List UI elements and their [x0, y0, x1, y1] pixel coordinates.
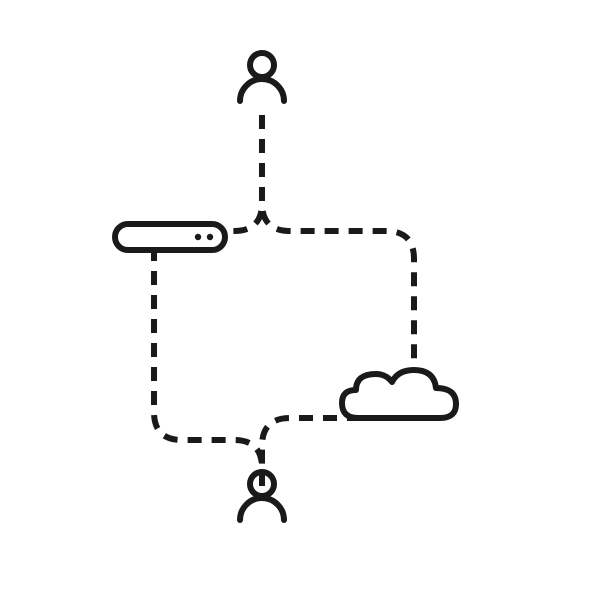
diagram-background: [0, 0, 600, 600]
server-led-2: [207, 234, 213, 240]
server-icon: [115, 224, 225, 250]
server-led-1: [195, 234, 201, 240]
